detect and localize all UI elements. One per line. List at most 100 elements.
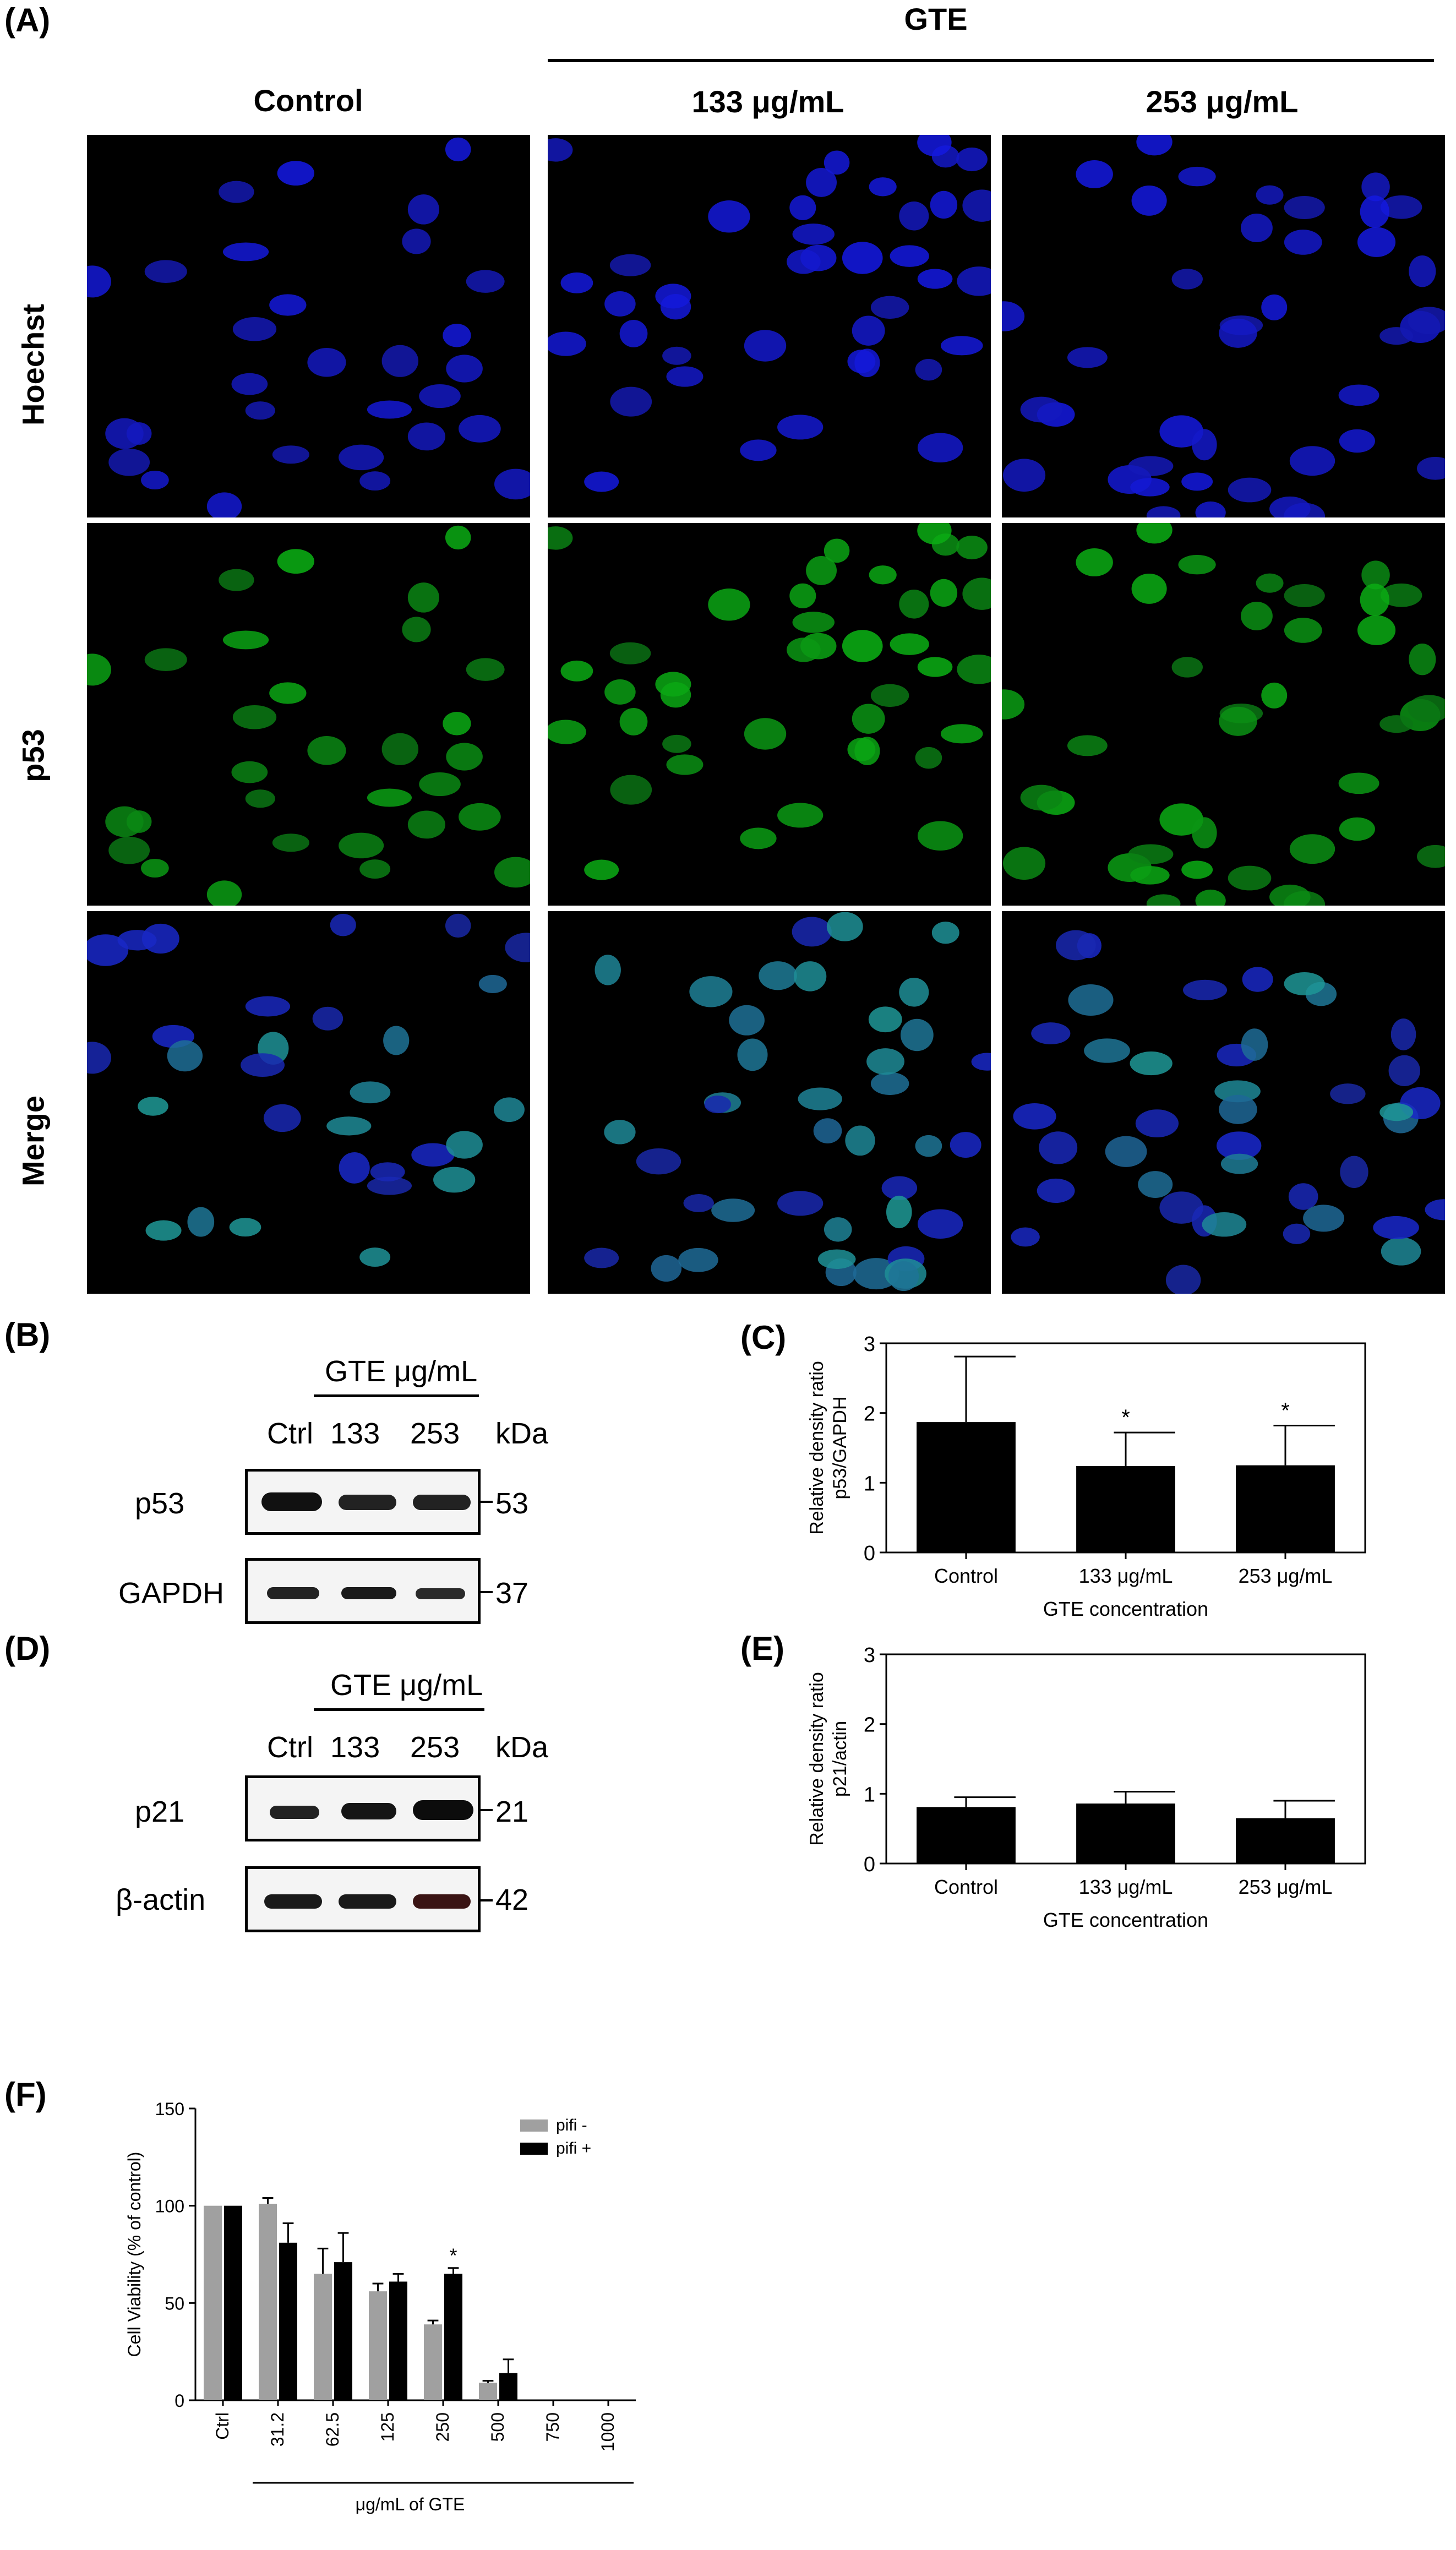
cell-nucleus	[350, 1081, 391, 1104]
cell-nucleus	[866, 1048, 905, 1075]
cell-nucleus	[1002, 301, 1025, 331]
cell-nucleus	[443, 711, 471, 735]
cell-nucleus	[359, 859, 391, 879]
cell-nucleus	[789, 583, 816, 608]
cell-nucleus	[842, 242, 883, 274]
cell-nucleus	[1020, 396, 1062, 423]
cell-nucleus	[1219, 318, 1257, 348]
cell-nucleus	[548, 138, 573, 162]
cell-nucleus	[1284, 618, 1322, 643]
cell-nucleus	[899, 977, 929, 1007]
bar-1	[1076, 1803, 1175, 1864]
cell-nucleus	[666, 754, 704, 775]
cell-nucleus	[1283, 1223, 1311, 1244]
cell-nucleus	[737, 1038, 768, 1071]
cell-nucleus	[787, 638, 821, 662]
cell-nucleus	[777, 803, 824, 828]
panel-f-letter: (F)	[4, 2076, 47, 2113]
cell-nucleus	[245, 789, 275, 808]
cell-nucleus	[660, 293, 691, 320]
cell-nucleus	[787, 249, 821, 274]
cell-nucleus	[957, 655, 991, 684]
x-tick-label: Control	[934, 1876, 998, 1898]
cell-nucleus	[881, 1176, 918, 1200]
cell-nucleus	[870, 296, 909, 319]
cell-nucleus	[1171, 657, 1203, 678]
cell-nucleus	[1138, 1171, 1173, 1198]
cell-nucleus	[219, 181, 254, 203]
cell-nucleus	[459, 415, 501, 443]
cell-nucleus	[167, 1040, 203, 1072]
cell-nucleus	[584, 471, 619, 492]
cell-nucleus	[917, 523, 952, 544]
cell-nucleus	[604, 291, 636, 317]
cell-nucleus	[1105, 1136, 1147, 1167]
cell-nucleus	[899, 201, 929, 231]
x-tick-label: 750	[543, 2412, 563, 2442]
bar-pifi-minus-3	[369, 2291, 387, 2400]
cell-nucleus	[1220, 1153, 1258, 1174]
cell-nucleus	[446, 743, 483, 771]
bar-2	[1236, 1818, 1335, 1864]
col-header-control: Control	[253, 83, 363, 118]
x-tick-label: 253 μg/mL	[1239, 1565, 1333, 1587]
cell-nucleus	[1084, 1038, 1130, 1063]
cell-nucleus	[367, 400, 412, 419]
cell-nucleus	[1130, 1051, 1173, 1076]
cell-nucleus	[1284, 195, 1325, 220]
bar-0	[917, 1422, 1016, 1552]
blot-label-beta-actin: β-actin	[116, 1883, 206, 1916]
western-blot-p53	[245, 1469, 481, 1535]
cell-nucleus	[1425, 1199, 1445, 1220]
cell-nucleus	[245, 996, 291, 1017]
cell-nucleus	[759, 961, 797, 990]
y-tick-label: 2	[864, 1403, 875, 1426]
cell-nucleus	[1214, 1080, 1261, 1103]
cell-nucleus	[1181, 472, 1213, 491]
cell-nucleus	[478, 974, 507, 993]
panel-d-lane-133: 133	[330, 1731, 380, 1764]
cell-nucleus	[1303, 1205, 1344, 1232]
cell-nucleus	[1128, 844, 1174, 864]
cell-nucleus	[241, 1053, 285, 1077]
blot-kda-53: 53	[495, 1487, 529, 1520]
cell-nucleus	[359, 1247, 391, 1267]
cell-nucleus	[729, 1005, 765, 1036]
bar-pifi-plus-5	[499, 2373, 517, 2400]
cell-nucleus	[1380, 583, 1422, 607]
cell-nucleus	[604, 679, 636, 705]
y-tick-label: 100	[155, 2197, 184, 2216]
cell-nucleus	[798, 1087, 842, 1110]
cell-nucleus	[1417, 456, 1445, 480]
cell-nucleus	[1417, 844, 1445, 868]
panel-d-header-line	[314, 1708, 484, 1711]
band	[270, 1806, 319, 1819]
cell-nucleus	[604, 1120, 636, 1145]
cell-nucleus	[1357, 227, 1396, 257]
panel-b-header-line	[314, 1394, 479, 1397]
cell-nucleus	[1373, 1216, 1419, 1239]
cell-nucleus	[662, 346, 691, 365]
cell-nucleus	[307, 347, 346, 377]
panel-d-kda-label: kDa	[495, 1731, 549, 1764]
cell-nucleus	[900, 1018, 934, 1051]
cell-nucleus	[806, 167, 837, 197]
cell-nucleus	[87, 653, 111, 686]
y-tick-label: 0	[864, 1853, 875, 1876]
cell-nucleus	[326, 1116, 372, 1136]
y-tick-label: 3	[864, 1333, 875, 1356]
cell-nucleus	[312, 1006, 343, 1031]
cell-nucleus	[1338, 772, 1379, 794]
cell-nucleus	[339, 832, 384, 859]
cell-nucleus	[87, 1042, 111, 1074]
blot-kda-42: 42	[495, 1883, 529, 1916]
cell-nucleus	[330, 913, 356, 936]
cell-nucleus	[1131, 573, 1167, 604]
cell-nucleus	[1379, 327, 1414, 345]
cell-nucleus	[886, 1195, 912, 1229]
cell-nucleus	[272, 833, 309, 852]
cell-nucleus	[917, 821, 963, 851]
panel-d-letter: (D)	[4, 1630, 51, 1667]
cell-nucleus	[1269, 884, 1311, 906]
y-tick-label: 2	[864, 1714, 875, 1737]
